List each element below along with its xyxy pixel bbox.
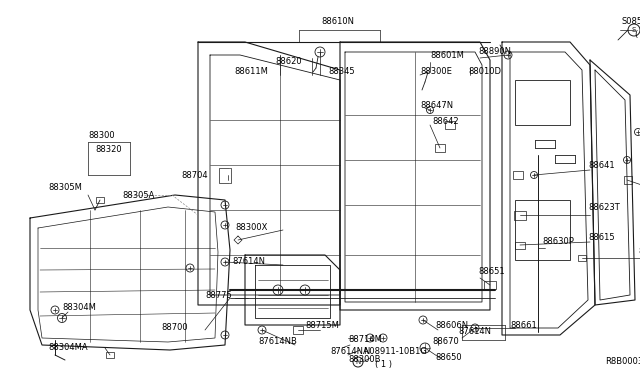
Text: 88300B: 88300B [348, 356, 381, 365]
Text: ( 2 ): ( 2 ) [635, 31, 640, 39]
Bar [515, 200, 570, 260]
Text: 88304MA: 88304MA [48, 343, 88, 353]
Text: 88630P: 88630P [542, 237, 574, 247]
Text: 87614NB: 87614NB [258, 337, 297, 346]
Text: 88304M: 88304M [62, 304, 96, 312]
Text: ( 1 ): ( 1 ) [375, 360, 392, 369]
Text: R8B00031: R8B00031 [605, 357, 640, 366]
Text: 88650: 88650 [435, 353, 461, 362]
Bar [96, 197, 104, 203]
Text: 88642: 88642 [432, 118, 459, 126]
Text: 88620: 88620 [275, 58, 302, 67]
Text: 88700: 88700 [161, 324, 188, 333]
Text: 87614N: 87614N [458, 327, 491, 337]
Text: N: N [355, 359, 360, 365]
Bar [445, 121, 455, 129]
Bar [435, 144, 445, 152]
Text: 88775: 88775 [205, 291, 232, 299]
Bar [484, 281, 496, 289]
Text: 88611M: 88611M [234, 67, 268, 77]
Text: S08540-41242: S08540-41242 [621, 17, 640, 26]
Text: 88623T: 88623T [588, 203, 620, 212]
Text: 88714M: 88714M [348, 336, 382, 344]
Text: 87614N: 87614N [232, 257, 265, 266]
Bar [515, 80, 570, 125]
Bar [513, 171, 523, 179]
Bar [219, 167, 231, 183]
Text: 88647N: 88647N [420, 100, 453, 109]
Bar [515, 241, 525, 248]
Text: 88300E: 88300E [420, 67, 452, 77]
Text: 88641: 88641 [588, 160, 614, 170]
Text: S: S [632, 27, 636, 33]
Bar [578, 255, 586, 261]
Text: 88305M: 88305M [48, 183, 82, 192]
Text: 88300: 88300 [88, 131, 115, 140]
Bar [293, 326, 303, 334]
Text: 88661: 88661 [510, 321, 537, 330]
Text: 88305A: 88305A [123, 190, 155, 199]
Text: 88670: 88670 [432, 337, 459, 346]
Text: 87614NA: 87614NA [330, 347, 369, 356]
Bar [106, 352, 114, 358]
Text: 88680: 88680 [638, 247, 640, 257]
Text: 88704: 88704 [181, 170, 208, 180]
Text: 88010D: 88010D [468, 67, 501, 77]
Text: 88601M: 88601M [430, 51, 464, 60]
Bar [624, 176, 632, 184]
Text: 88606N: 88606N [435, 321, 468, 330]
Text: 88715M: 88715M [305, 321, 339, 330]
Text: 88890N: 88890N [478, 48, 511, 57]
Text: 88651: 88651 [478, 267, 504, 276]
Text: 88300X: 88300X [236, 224, 268, 232]
Text: 88610N: 88610N [321, 17, 355, 26]
Text: 88615: 88615 [588, 234, 614, 243]
Text: 88320: 88320 [95, 145, 122, 154]
Text: N08911-10B1G: N08911-10B1G [363, 347, 427, 356]
Bar [514, 211, 526, 219]
Text: 88345: 88345 [328, 67, 355, 77]
